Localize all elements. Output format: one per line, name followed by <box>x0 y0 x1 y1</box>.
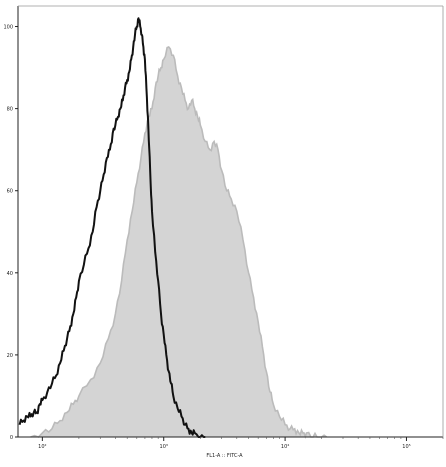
x-axis-label: FL1-A :: FITC-A <box>206 453 243 459</box>
x-tick-label: 10⁴ <box>281 444 289 450</box>
y-tick-label: 20 <box>7 353 13 359</box>
series-grey-fill <box>30 47 327 437</box>
x-tick-label: 10⁵ <box>402 444 410 450</box>
y-tick-label: 100 <box>3 25 13 31</box>
y-tick-label: 40 <box>7 271 13 277</box>
series-grey-line <box>30 46 328 439</box>
y-tick-label: 60 <box>7 189 13 195</box>
y-tick-label: 80 <box>7 107 13 113</box>
x-tick-label: 10² <box>38 444 46 450</box>
series-black-line <box>18 17 206 438</box>
y-tick-label: 0 <box>10 435 13 441</box>
x-tick-label: 10³ <box>160 444 168 450</box>
